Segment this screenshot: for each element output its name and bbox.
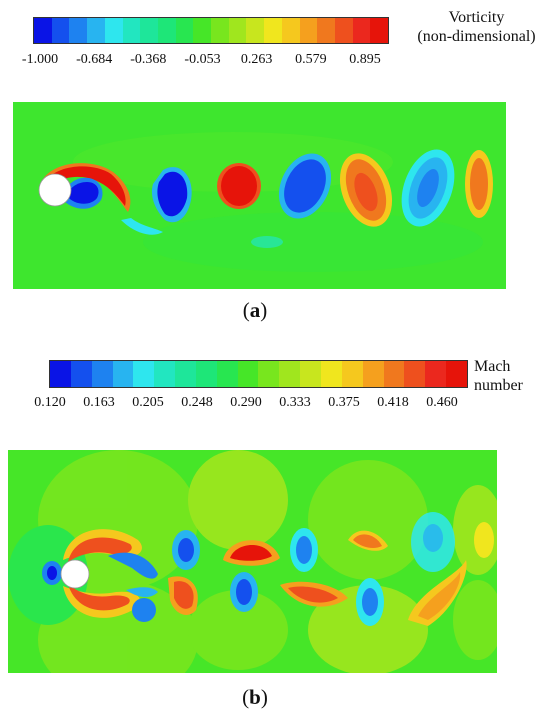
- mach-colorbar-segment: [195, 361, 217, 387]
- mach-tick-label: 0.460: [426, 395, 458, 410]
- vorticity-colorbar-segment: [34, 18, 52, 43]
- mach-tick-label: 0.120: [34, 395, 66, 410]
- vorticity-colorbar-segment: [211, 18, 229, 43]
- vorticity-colorbar-segment: [104, 18, 123, 43]
- vorticity-colorbar-segment: [157, 18, 176, 43]
- mach-colorbar-segment: [383, 361, 405, 387]
- mach-colorbar-title: Mach number: [474, 357, 555, 395]
- mach-colorbar-segment: [258, 361, 280, 387]
- mach-colorbar-segment: [112, 361, 134, 387]
- mach-tick-label: 0.205: [132, 395, 164, 410]
- mach-colorbar-segment: [300, 361, 321, 387]
- mach-tick-label: 0.375: [328, 395, 360, 410]
- mach-colorbar: [49, 360, 468, 388]
- vorticity-colorbar-segment: [246, 18, 265, 43]
- vorticity-tick-label: -0.053: [184, 52, 221, 67]
- vorticity-colorbar-segment: [51, 18, 70, 43]
- mach-colorbar-segment: [50, 361, 71, 387]
- mach-colorbar-segment: [341, 361, 363, 387]
- vorticity-colorbar: [33, 17, 389, 44]
- vorticity-colorbar-segment: [193, 18, 212, 43]
- caption-b-open: (: [242, 685, 250, 709]
- caption-a-close: ): [260, 298, 268, 322]
- caption-a-open: (: [242, 298, 250, 322]
- lower-shear-layer: [61, 177, 103, 209]
- mach-colorbar-ticks: 0.120 0.163 0.205 0.248 0.290 0.333 0.375 0.418…: [0, 395, 555, 415]
- mach-tick-label: 0.418: [377, 395, 409, 410]
- cylinder-b: [60, 559, 90, 589]
- vorticity-tick-label: -0.684: [76, 52, 113, 67]
- vorticity-colorbar-segment: [87, 18, 105, 43]
- vorticity-colorbar-segment: [228, 18, 247, 43]
- mach-colorbar-segment: [362, 361, 384, 387]
- mach-tick-label: 0.290: [230, 395, 262, 410]
- mach-colorbar-segment: [175, 361, 196, 387]
- vorticity-colorbar-segment: [175, 18, 194, 43]
- mach-colorbar-segment: [279, 361, 301, 387]
- caption-b: (b): [242, 685, 268, 710]
- mach-tick-label: 0.333: [279, 395, 311, 410]
- vorticity-tick-label: 0.263: [240, 52, 273, 67]
- vorticity-colorbar-segment: [370, 18, 389, 43]
- mach-title-line1: Mach: [474, 358, 511, 375]
- vorticity-colorbar-segment: [352, 18, 371, 43]
- mach-contour-plot: [8, 450, 497, 673]
- vorticity-colorbar-segment: [122, 18, 141, 43]
- vorticity-colorbar-segment: [281, 18, 300, 43]
- mach-colorbar-segment: [91, 361, 113, 387]
- caption-a-letter: a: [249, 298, 261, 322]
- mach-colorbar-segment: [320, 361, 342, 387]
- vortex-street-a: [121, 149, 493, 248]
- vorticity-title-line1: Vorticity: [448, 9, 505, 26]
- vorticity-colorbar-title: Vorticity (non-dimensional): [398, 8, 555, 46]
- caption-a: (a): [243, 298, 268, 323]
- mach-title-line2: number: [474, 377, 523, 394]
- mach-tick-label: 0.248: [181, 395, 213, 410]
- vorticity-tick-label: 0.895: [349, 52, 381, 67]
- vorticity-colorbar-segment: [264, 18, 282, 43]
- mach-colorbar-segment: [133, 361, 155, 387]
- vorticity-colorbar-segment: [317, 18, 335, 43]
- mach-colorbar-segment: [404, 361, 426, 387]
- mach-colorbar-segment: [70, 361, 92, 387]
- mach-colorbar-segment: [216, 361, 238, 387]
- vorticity-contour-plot: [13, 102, 506, 289]
- mach-colorbar-segment: [237, 361, 259, 387]
- vorticity-title-line2: (non-dimensional): [417, 28, 536, 45]
- mach-colorbar-segment: [425, 361, 447, 387]
- vorticity-tick-label: -1.000: [21, 52, 59, 67]
- vorticity-colorbar-segment: [299, 18, 318, 43]
- upper-shear-layer: [41, 163, 131, 212]
- vorticity-colorbar-ticks: -1.000 -0.684 -0.368 -0.053 0.263 0.579 0.895: [0, 52, 555, 72]
- caption-b-letter: b: [249, 685, 261, 709]
- cylinder-wake-b: [42, 529, 158, 622]
- vorticity-colorbar-segment: [334, 18, 353, 43]
- vorticity-tick-label: 0.579: [295, 52, 327, 67]
- vorticity-tick-label: -0.368: [130, 52, 167, 67]
- vortex-street-b: [168, 512, 494, 626]
- cylinder-a: [38, 173, 72, 207]
- mach-tick-label: 0.163: [83, 395, 115, 410]
- mach-colorbar-segment: [446, 361, 467, 387]
- vorticity-colorbar-segment: [140, 18, 158, 43]
- vorticity-colorbar-segment: [69, 18, 88, 43]
- caption-b-close: ): [260, 685, 268, 709]
- mach-colorbar-segment: [154, 361, 176, 387]
